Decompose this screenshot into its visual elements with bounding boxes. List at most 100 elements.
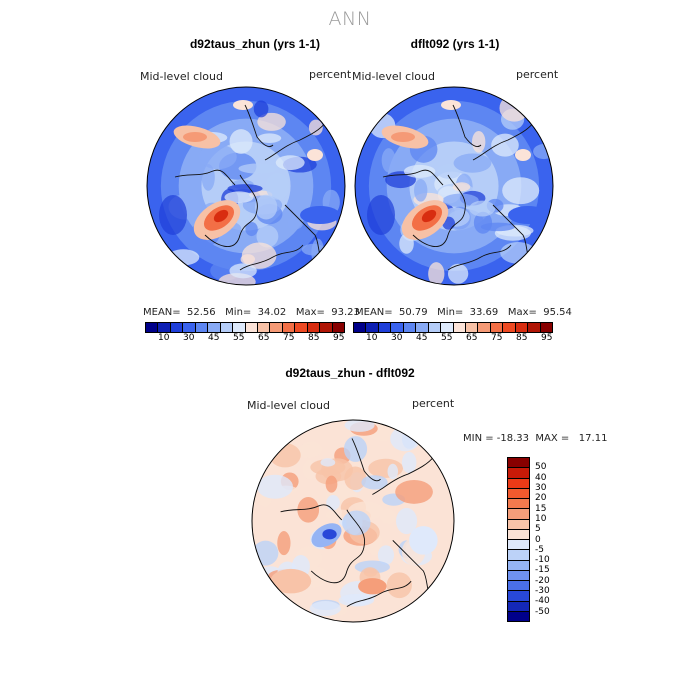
- panel-3-polar-map: [251, 419, 455, 623]
- colorbar-tick-label: 15: [535, 503, 547, 514]
- colorbar-swatch: [508, 468, 529, 479]
- panel-3-field-label: Mid-level cloud: [247, 399, 330, 412]
- colorbar-tick-label: 55: [441, 333, 453, 343]
- colorbar-swatch: [508, 499, 529, 510]
- panel-2-title: dflt092 (yrs 1-1): [410, 37, 500, 51]
- colorbar-tick-label: 65: [466, 333, 478, 343]
- panel-1-field-label: Mid-level cloud: [140, 70, 223, 83]
- colorbar-swatch: [170, 323, 184, 332]
- coastline-line: [452, 104, 482, 148]
- panel-2-stats: MEAN= 50.79 Min= 33.69 Max= 95.54: [355, 307, 572, 318]
- colorbar-swatch: [403, 323, 417, 332]
- coastline-line: [472, 122, 534, 161]
- colorbar-swatch: [220, 323, 234, 332]
- colorbar-tick-label: 85: [516, 333, 528, 343]
- colorbar-swatch: [508, 529, 529, 540]
- colorbar-tick-label: 85: [308, 333, 320, 343]
- colorbar-swatch: [245, 323, 258, 332]
- colorbar-tick-label: -15: [535, 565, 550, 576]
- colorbar-swatch: [508, 540, 529, 551]
- colorbar-tick-label: 30: [391, 333, 403, 343]
- colorbar-swatch: [508, 550, 529, 561]
- colorbar-swatch: [490, 323, 504, 332]
- colorbar-swatch: [195, 323, 209, 332]
- coastline-line: [280, 504, 343, 521]
- panel-1-polar-map: [146, 86, 346, 286]
- colorbar-swatch: [478, 323, 491, 332]
- panel-2-field-label: Mid-level cloud: [352, 70, 435, 83]
- colorbar-tick-label: -40: [535, 596, 550, 607]
- colorbar-tick-label: 55: [233, 333, 245, 343]
- coastline-line: [239, 244, 304, 271]
- colorbar-swatch: [158, 323, 171, 332]
- colorbar-tick-label: -30: [535, 586, 550, 597]
- colorbar-tick-label: -5: [535, 544, 544, 555]
- coastline-line: [447, 244, 512, 271]
- colorbar-swatch: [465, 323, 479, 332]
- panel-1-title: d92taus_zhun (yrs 1-1): [189, 37, 321, 51]
- colorbar-swatch: [508, 601, 529, 612]
- colorbar-tick-label: 45: [416, 333, 428, 343]
- coastline-line: [174, 169, 236, 186]
- panel-1-colorbar: 10 30 45 55 65 75 85 95: [145, 322, 345, 345]
- colorbar-swatch: [508, 581, 529, 592]
- colorbar-tick-label: 20: [535, 493, 547, 504]
- colorbar-swatch: [508, 519, 529, 530]
- colorbar-tick-label: 10: [366, 333, 378, 343]
- colorbar-tick-label: -10: [535, 555, 550, 566]
- colorbar-swatch: [508, 560, 529, 571]
- colorbar-swatch: [503, 323, 516, 332]
- panel-2-units-label: percent: [516, 68, 559, 81]
- colorbar-swatch: [257, 323, 271, 332]
- colorbar-tick-label: 0: [535, 534, 541, 545]
- colorbar-tick-label: 30: [535, 482, 547, 493]
- panel-2-colorbar: 10 30 45 55 65 75 85 95: [353, 322, 553, 345]
- colorbar-swatch: [233, 323, 246, 332]
- coastline-line: [412, 174, 466, 247]
- coastline-line: [351, 438, 381, 482]
- coastline-line: [382, 169, 444, 186]
- colorbar-tick-label: 10: [535, 513, 547, 524]
- colorbar-swatch: [378, 323, 392, 332]
- colorbar-swatch: [528, 323, 541, 332]
- colorbar-tick-label: 75: [283, 333, 295, 343]
- coastline-line: [204, 174, 258, 247]
- colorbar-swatch: [354, 323, 367, 332]
- colorbar-swatch: [508, 488, 529, 499]
- colorbar-swatch: [508, 591, 529, 602]
- colorbar-swatch: [508, 478, 529, 489]
- panel-3-stats: MIN = -18.33 MAX = 17.11: [463, 433, 608, 444]
- colorbar-swatch: [208, 323, 221, 332]
- colorbar-swatch: [416, 323, 429, 332]
- colorbar-swatch: [307, 323, 321, 332]
- main-title: ANN: [328, 8, 372, 30]
- colorbar-tick-label: 75: [491, 333, 503, 343]
- colorbar-tick-label: 50: [535, 462, 547, 473]
- diff-colorbar: [507, 457, 530, 622]
- coastline-line: [346, 580, 412, 608]
- colorbar-swatch: [332, 323, 344, 332]
- panel-1-units-label: percent: [309, 68, 352, 81]
- coastline-line: [244, 104, 274, 148]
- diff-colorbar-ticks: 50 40 30 20 15 10 5 0 -5 -10 -15 -20 -30 -40 -50: [535, 457, 575, 622]
- colorbar-tick-label: 30: [183, 333, 195, 343]
- colorbar-swatch: [453, 323, 466, 332]
- colorbar-swatch: [391, 323, 404, 332]
- colorbar-tick-label: 10: [158, 333, 170, 343]
- colorbar-swatch: [540, 323, 552, 332]
- coastline-line: [372, 456, 434, 495]
- colorbar-tick-label: 95: [333, 333, 345, 343]
- colorbar-swatch: [515, 323, 529, 332]
- colorbar-swatch: [183, 323, 196, 332]
- colorbar-swatch: [508, 570, 529, 581]
- colorbar-swatch: [295, 323, 308, 332]
- colorbar-swatch: [508, 509, 529, 520]
- colorbar-tick-label: -20: [535, 575, 550, 586]
- panel-3-units-label: percent: [412, 397, 455, 410]
- panel-1-stats: MEAN= 52.56 Min= 34.02 Max= 93.23: [143, 307, 360, 318]
- colorbar-swatch: [270, 323, 283, 332]
- panel-3-title: d92taus_zhun - dflt092: [285, 366, 415, 380]
- colorbar-swatch: [508, 458, 529, 469]
- colorbar-tick-label: 45: [208, 333, 220, 343]
- colorbar-swatch: [146, 323, 159, 332]
